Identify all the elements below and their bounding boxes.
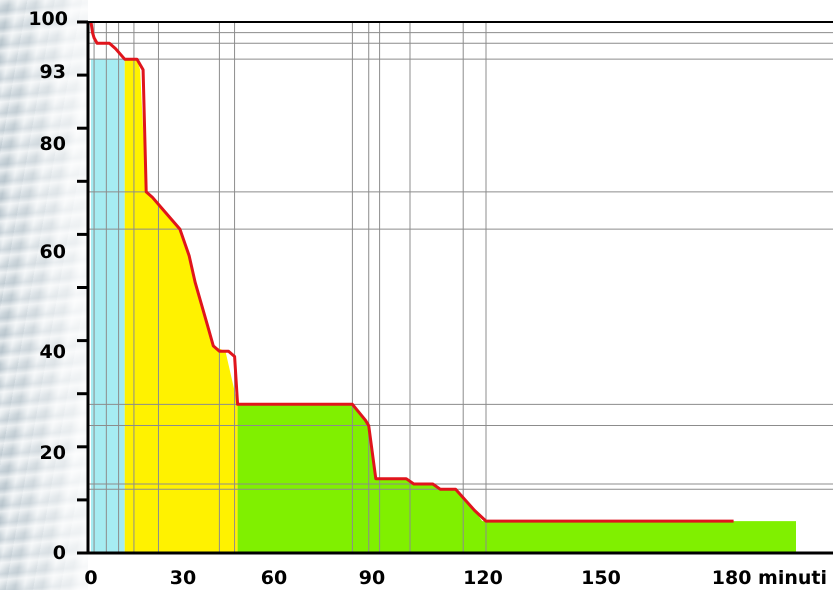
x-tick-label: 90 — [359, 567, 385, 589]
y-tick-label: 93 — [40, 61, 66, 83]
y-tick-label: 60 — [40, 241, 66, 263]
x-tick-label: 150 — [581, 567, 621, 589]
axis-ticks — [77, 20, 88, 555]
gridlines — [88, 22, 833, 553]
x-tick-label: 120 — [463, 567, 503, 589]
y-tick-label: 0 — [53, 542, 66, 564]
filled-region-3 — [237, 404, 797, 553]
x-tick-label: 30 — [170, 567, 196, 589]
filled-region-2 — [124, 59, 238, 554]
y-tick-label: 100 — [28, 8, 68, 30]
y-tick-label: 20 — [40, 442, 66, 464]
background-fade — [0, 0, 88, 590]
x-tick-label: 60 — [261, 567, 287, 589]
x-tick-label: 180 minuti — [712, 567, 827, 589]
filled-regions — [91, 59, 797, 554]
x-tick-label: 0 — [84, 567, 97, 589]
series-lines — [89, 21, 734, 523]
series-line-1 — [89, 21, 734, 523]
tick-labels: 0 30 60 90 120 150 180 minuti 0 20 40 60… — [28, 8, 827, 589]
y-tick-label: 80 — [40, 133, 66, 155]
y-tick-label: 40 — [40, 341, 66, 363]
filled-region-1 — [91, 59, 125, 554]
